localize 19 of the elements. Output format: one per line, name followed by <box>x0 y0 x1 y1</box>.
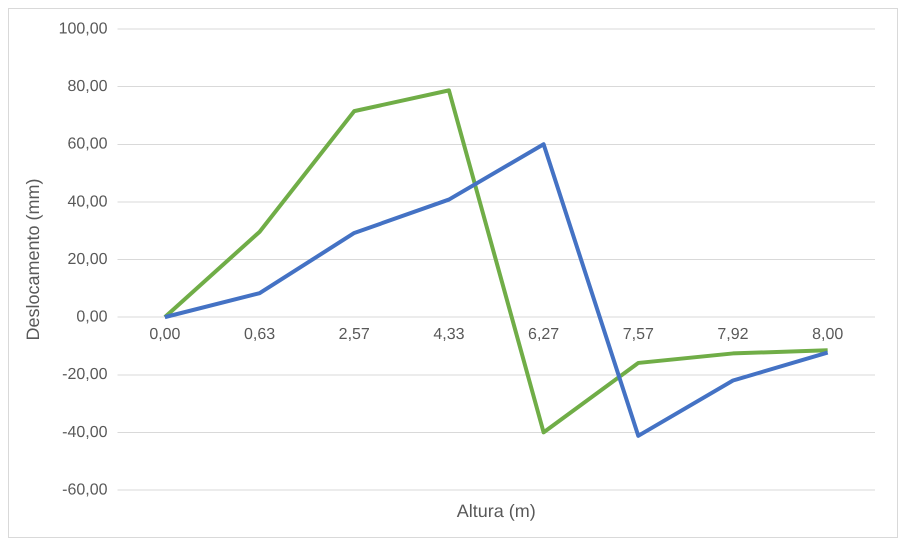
y-tick-label: 20,00 <box>67 250 108 268</box>
x-tick-label: 7,92 <box>717 326 749 344</box>
x-tick-label: 0,00 <box>149 326 181 344</box>
y-tick-label: 80,00 <box>67 78 108 96</box>
y-tick-label: -40,00 <box>62 424 108 441</box>
y-axis-title: Deslocamento (mm) <box>22 178 43 341</box>
x-tick-label: 8,00 <box>812 326 844 344</box>
y-tick-label: -60,00 <box>62 481 108 498</box>
x-tick-label: 2,57 <box>338 326 370 344</box>
x-tick-label: 7,57 <box>622 326 654 344</box>
x-tick-label: 6,27 <box>528 326 560 344</box>
y-tick-label: 40,00 <box>67 193 108 210</box>
x-axis-title: Altura (m) <box>456 500 536 521</box>
x-tick-label: 4,33 <box>433 326 465 344</box>
y-tick-label: 100,00 <box>58 20 108 38</box>
x-tick-label: 0,63 <box>244 326 276 344</box>
y-tick-label: 60,00 <box>67 136 108 153</box>
y-tick-label: 0,00 <box>76 308 108 326</box>
y-tick-label: -20,00 <box>62 366 108 384</box>
